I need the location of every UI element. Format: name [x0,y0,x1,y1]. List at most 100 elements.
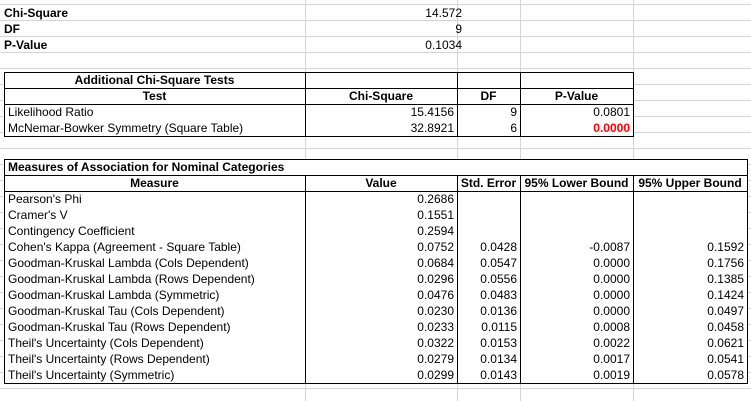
border-col [457,72,458,136]
upper-bound-cell: 0.0621 [707,336,744,350]
measure-name-cell: Theil's Uncertainty (Rows Dependent) [8,352,210,366]
value-cell: 0.2594 [417,224,454,238]
border-col [457,175,458,383]
lower-bound-cell: 0.0017 [593,352,630,366]
table-background [4,159,747,383]
measure-name-cell: Goodman-Kruskal Lambda (Cols Dependent) [8,256,249,270]
border-top [4,159,748,160]
border-header-top [4,88,634,89]
lower-bound-cell: 0.0000 [593,272,630,286]
lower-bound-cell: 0.0022 [593,336,630,350]
df-cell: 9 [510,105,517,119]
border-header-bottom [4,191,748,192]
df-label: DF [4,22,20,36]
chi-square-value: 14.572 [425,6,462,20]
std-error-cell: 0.0136 [480,304,517,318]
column-header: P-Value [554,89,599,103]
lower-bound-cell: 0.0000 [593,304,630,318]
p-value-label: P-Value [4,38,48,52]
border-col [305,72,306,136]
upper-bound-cell: 0.0458 [707,320,744,334]
border-col [520,72,521,136]
std-error-cell: 0.0153 [480,336,517,350]
df-value: 9 [455,22,462,36]
std-error-cell [457,207,520,223]
lower-bound-cell: 0.0019 [593,368,630,382]
gridline-h [0,36,751,37]
measure-header: Measure [130,176,179,190]
border-header-top [4,175,748,176]
value-cell: 0.0322 [417,336,454,350]
lower-bound-cell: 0.0008 [593,320,630,334]
upper-bound-cell [633,191,747,207]
border-left [4,72,5,136]
value-header: Value [365,176,397,190]
chi-square-cell: 15.4156 [410,105,454,119]
upper-bound-cell [633,223,747,239]
lower-bound-header: 95% Lower Bound [524,176,629,190]
value-cell: 0.0279 [417,352,454,366]
value-cell: 0.0233 [417,320,454,334]
value-cell: 0.0752 [417,240,454,254]
measure-name-cell: Goodman-Kruskal Tau (Cols Dependent) [8,304,225,318]
p-value-value: 0.1034 [425,38,462,52]
border-top [4,72,634,73]
df-cell: 6 [510,121,517,135]
border-bottom [4,136,634,137]
border-header-bottom [4,104,634,105]
value-cell: 0.0299 [417,368,454,382]
table-title: Measures of Association for Nominal Cate… [8,160,285,174]
measure-name-cell: Pearson's Phi [8,192,82,206]
gridline-h [0,20,751,21]
column-header: DF [480,89,497,103]
border-left [4,159,5,383]
upper-bound-cell: 0.0541 [707,352,744,366]
border-right [747,159,748,384]
border-col [520,175,521,383]
upper-bound-cell: 0.1424 [707,288,744,302]
measure-name-cell: Theil's Uncertainty (Cols Dependent) [8,336,204,350]
chi-square-label: Chi-Square [4,6,69,20]
gridline-h [0,52,751,53]
lower-bound-cell: -0.0087 [589,240,630,254]
column-header: Test [142,89,167,103]
lower-bound-cell [520,191,633,207]
gridline-h [0,388,751,389]
std-error-cell: 0.0556 [480,272,517,286]
p-value-cell: 0.0801 [593,105,630,119]
gridline-h [0,148,751,149]
std-error-header: Std. Error [460,176,517,190]
std-error-cell: 0.0115 [481,320,517,334]
border-right [633,72,634,137]
measure-name-cell: Contingency Coefficient [8,224,135,238]
std-error-cell: 0.0428 [480,240,517,254]
table-title: Additional Chi-Square Tests [74,73,235,87]
test-name-cell: McNemar-Bowker Symmetry (Square Table) [8,121,244,135]
border-col [305,175,306,383]
upper-bound-cell: 0.1756 [707,256,744,270]
lower-bound-cell [520,207,633,223]
lower-bound-cell [520,223,633,239]
value-cell: 0.0476 [417,288,454,302]
column-header: Chi-Square [348,89,413,103]
measure-name-cell: Cohen's Kappa (Agreement - Square Table) [8,240,241,254]
std-error-cell [457,191,520,207]
chi-square-cell: 32.8921 [410,121,454,135]
value-cell: 0.0296 [417,272,454,286]
measure-name-cell: Theil's Uncertainty (Symmetric) [8,368,175,382]
value-cell: 0.0230 [417,304,454,318]
std-error-cell: 0.0143 [480,368,517,382]
value-cell: 0.2686 [417,192,454,206]
upper-bound-header: 95% Upper Bound [638,176,742,190]
p-value-cell: 0.0000 [593,121,630,135]
lower-bound-cell: 0.0000 [593,256,630,270]
upper-bound-cell [633,207,747,223]
border-bottom [4,383,748,384]
measure-name-cell: Goodman-Kruskal Tau (Rows Dependent) [8,320,231,334]
lower-bound-cell: 0.0000 [593,288,630,302]
upper-bound-cell: 0.1385 [707,272,744,286]
std-error-cell: 0.0483 [480,288,517,302]
upper-bound-cell: 0.1592 [707,240,744,254]
std-error-cell: 0.0547 [480,256,517,270]
